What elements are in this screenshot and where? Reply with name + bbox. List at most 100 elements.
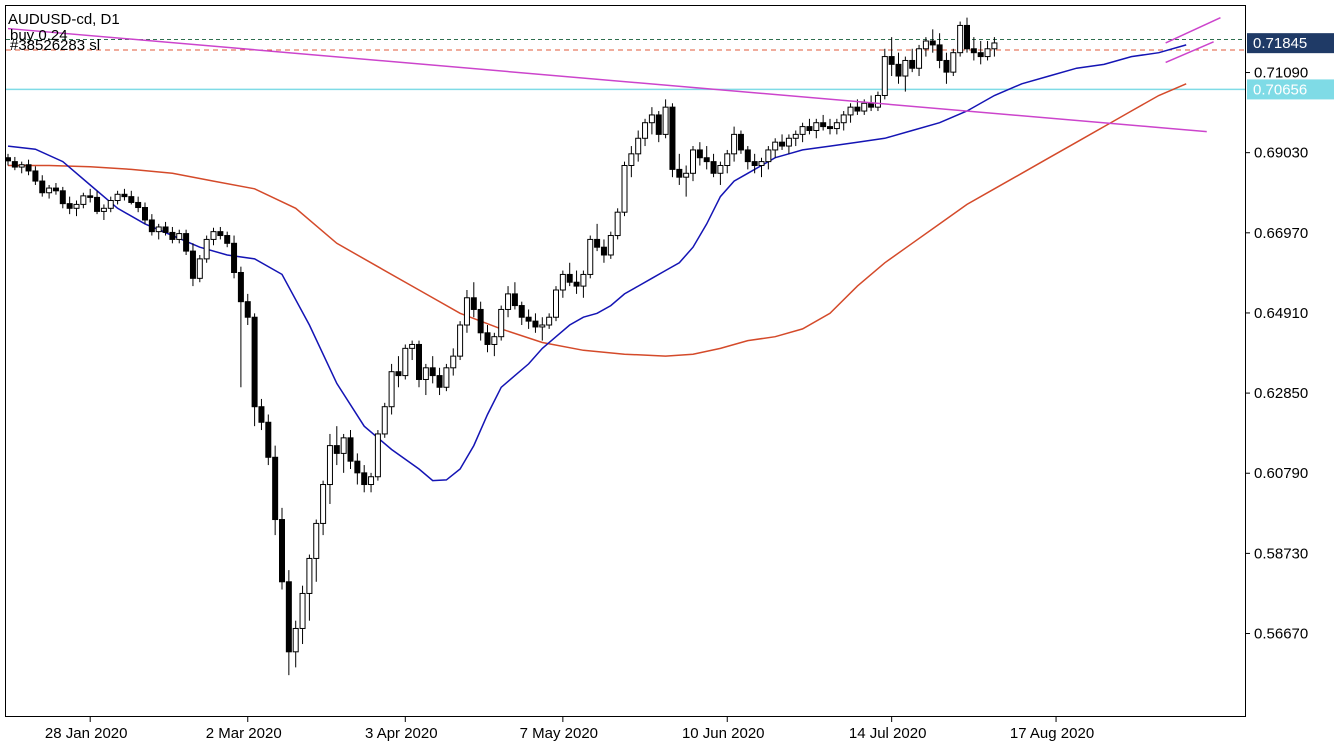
- candle-body-bull: [292, 627, 299, 653]
- candle-body-bull: [176, 233, 183, 240]
- candle-body-bull: [539, 324, 546, 328]
- candle-body-bear: [87, 195, 94, 198]
- candle-body-bear: [265, 421, 272, 458]
- candle-body-bear: [429, 367, 436, 377]
- candle-body-bear: [806, 126, 813, 131]
- candle-body-bull: [73, 203, 80, 209]
- candle-body-bull: [957, 24, 964, 54]
- candle-body-bull: [916, 48, 923, 69]
- candle-body-bull: [950, 52, 957, 73]
- candle-body-bear: [470, 297, 477, 310]
- candle-body-bull: [203, 238, 210, 260]
- candle-body-bear: [600, 246, 607, 256]
- candle-body-bull: [758, 161, 765, 167]
- candle-body-bull: [443, 367, 450, 388]
- candle-body-bear: [854, 106, 861, 112]
- candle-body-bull: [833, 122, 840, 130]
- slow-moving-average-line: [8, 83, 1187, 357]
- candle-body-bear: [669, 106, 676, 170]
- candle-body-bull: [635, 137, 642, 155]
- candle-body-bear: [895, 63, 902, 77]
- candle-body-bull: [409, 343, 416, 349]
- candle-body-bull: [320, 484, 327, 524]
- candle-body-bull: [785, 137, 792, 147]
- candle-body-bear: [244, 301, 251, 318]
- candle-body-bull: [306, 557, 313, 594]
- candle-body-bull: [648, 114, 655, 124]
- candle-body-bear: [59, 190, 66, 205]
- candle-body-bear: [477, 308, 484, 334]
- candle-body-bear: [183, 233, 190, 252]
- candle-body-bull: [326, 445, 333, 486]
- price-tick-label: 0.64910: [1254, 305, 1308, 322]
- current-price-tag-label: 0.71845: [1253, 35, 1307, 52]
- candle-body-bear: [162, 226, 169, 233]
- descending-trendline[interactable]: [7, 27, 1207, 133]
- candle-body-bull: [463, 297, 470, 326]
- chart-header: AUDUSD-cd, D1 buy 0.24 #38526283 sl: [8, 11, 120, 54]
- candle-body-bear: [710, 161, 717, 174]
- candles-layer: [5, 17, 998, 676]
- date-axis: 28 Jan 2020 2 Mar 2020 3 Apr 2020 7 May 202…: [45, 716, 1094, 742]
- candle-body-bear: [148, 219, 155, 233]
- candle-body-bull: [614, 211, 621, 237]
- candle-body-bear: [347, 437, 354, 462]
- candle-body-bear: [436, 375, 443, 388]
- channel-lower-line[interactable]: [1165, 41, 1214, 64]
- candle-body-bear: [888, 56, 895, 65]
- candle-body-bear: [217, 231, 224, 237]
- candle-body-bear: [868, 102, 875, 108]
- candle-body-bull: [381, 406, 388, 435]
- candle-body-bull: [46, 187, 53, 194]
- candle-body-bear: [943, 59, 950, 73]
- price-tick-label: 0.69030: [1254, 145, 1308, 162]
- candle-body-bull: [724, 153, 731, 167]
- candle-body-bull: [80, 195, 87, 205]
- candle-body-bear: [703, 157, 710, 163]
- candle-body-bear: [231, 242, 238, 273]
- candle-body-bear: [128, 196, 135, 203]
- current-price-tag-box: [1247, 33, 1334, 54]
- plot-frame: [5, 5, 1246, 717]
- candle-body-bear: [532, 320, 539, 328]
- candle-body-bull: [18, 164, 25, 168]
- candle-body-bull: [765, 149, 772, 163]
- candle-body-bear: [676, 168, 683, 178]
- candle-body-bull: [861, 102, 868, 112]
- order-sl-label: #38526283 sl: [10, 37, 100, 54]
- date-tick-label: 3 Apr 2020: [365, 725, 438, 742]
- candle-body-bull: [196, 258, 203, 279]
- candle-body-bull: [628, 153, 635, 167]
- candle-body-bull: [457, 324, 464, 357]
- price-tick-label: 0.66970: [1254, 225, 1308, 242]
- price-tick-label: 0.62850: [1254, 385, 1308, 402]
- candle-body-bear: [827, 126, 833, 130]
- candle-body-bear: [272, 456, 279, 521]
- candle-body-bear: [333, 445, 340, 454]
- candle-body-bear: [779, 141, 786, 147]
- candle-body-bear: [655, 114, 662, 135]
- candle-body-bear: [52, 187, 59, 192]
- candle-body-bull: [553, 289, 559, 318]
- candle-body-bear: [511, 293, 518, 307]
- support-price-tag-box: [1247, 79, 1334, 100]
- candle-body-bull: [299, 592, 306, 629]
- date-tick-label: 2 Mar 2020: [206, 725, 282, 742]
- candle-body-bull: [587, 238, 594, 275]
- candle-body-bull: [621, 165, 628, 213]
- candle-body-bull: [922, 40, 929, 50]
- support-price-tag-label: 0.70656: [1253, 81, 1307, 98]
- candle-body-bull: [388, 371, 395, 408]
- trendline-layer[interactable]: [7, 16, 1221, 133]
- price-tick-label: 0.58730: [1254, 545, 1308, 562]
- fast-moving-average-line: [7, 44, 1187, 482]
- channel-upper-line[interactable]: [1165, 16, 1221, 44]
- candle-body-bull: [717, 165, 724, 174]
- candle-body-bull: [840, 114, 847, 124]
- candle-body-bear: [594, 238, 601, 248]
- candle-body-bull: [881, 56, 888, 96]
- candle-body-bull: [559, 273, 566, 291]
- price-tick-label: 0.71090: [1254, 65, 1308, 82]
- candle-body-bear: [142, 207, 148, 221]
